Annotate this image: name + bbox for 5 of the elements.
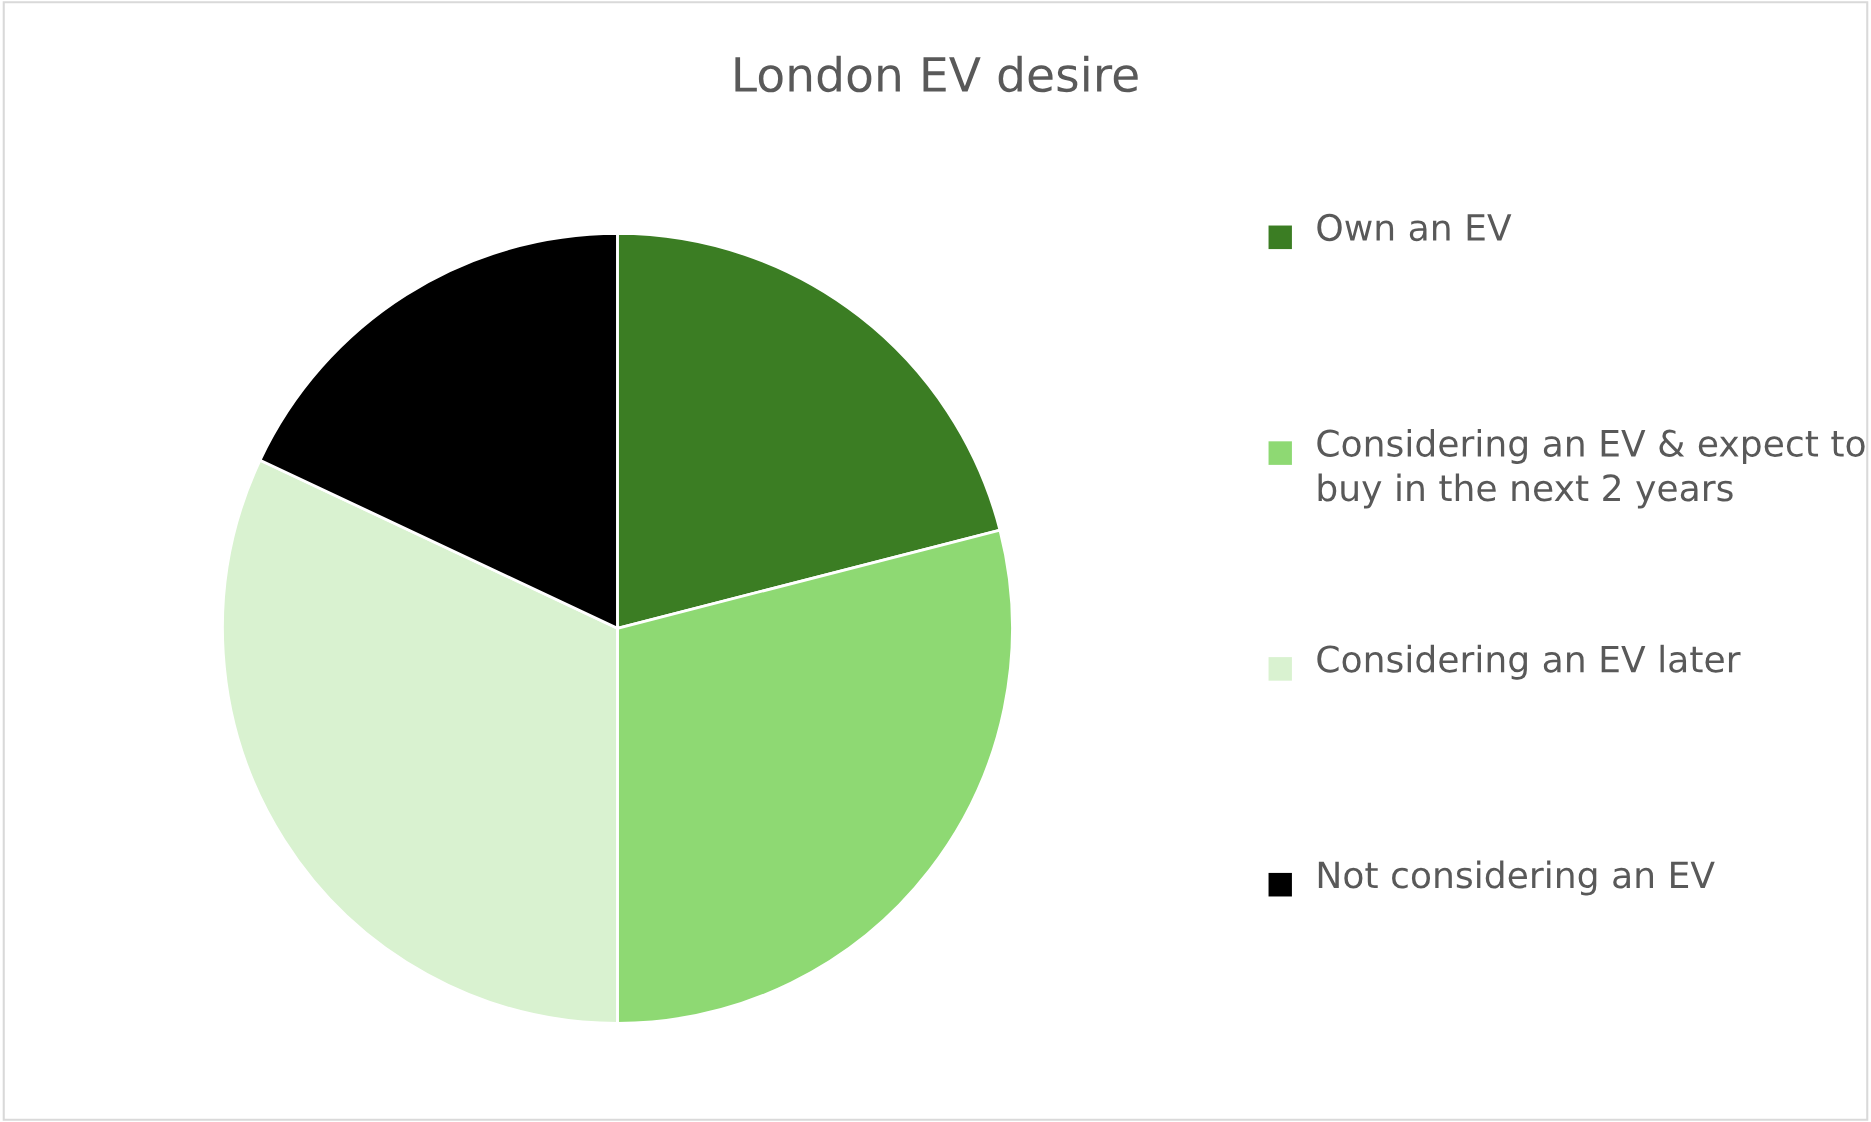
chart-title: London EV desire [735, 55, 1138, 93]
legend-label: Considering an EV & expect to buy in the next 2 years [1317, 428, 1865, 509]
legend-label: Considering an EV later [1317, 644, 1741, 680]
legend-label: Not considering an EV [1318, 860, 1715, 896]
legend-label: Own an EV [1317, 213, 1512, 242]
